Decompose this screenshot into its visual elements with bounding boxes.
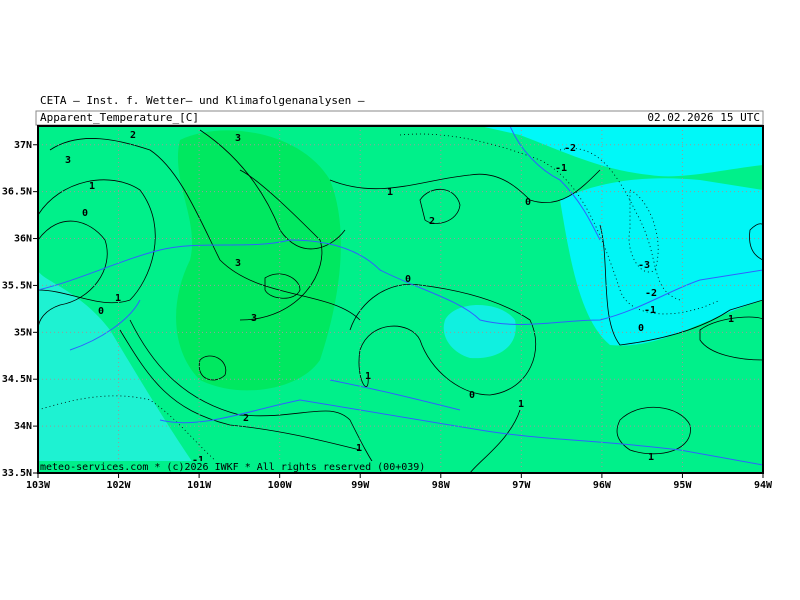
lat-label: 36N <box>14 234 32 245</box>
contour-label: -1 <box>644 305 656 316</box>
negative-contours <box>38 133 721 473</box>
contour-label: -3 <box>638 260 650 271</box>
lon-label: 101W <box>187 480 212 491</box>
contour-label: -1 <box>555 163 567 174</box>
contour-label: 3 <box>251 313 257 324</box>
lat-label: 35.5N <box>2 280 32 291</box>
lon-label: 102W <box>107 480 132 491</box>
contour-label: 1 <box>728 314 734 325</box>
contour-label: 0 <box>405 274 411 285</box>
contour-label: 1 <box>365 371 371 382</box>
lon-label: 99W <box>351 480 370 491</box>
field-cold <box>480 126 763 177</box>
map-frame <box>37 125 764 474</box>
contour-label: 1 <box>648 452 654 463</box>
contour-label: 2 <box>243 413 249 424</box>
lat-label: 34N <box>14 421 32 432</box>
contour-label: -2 <box>645 288 657 299</box>
lon-label: 96W <box>593 480 612 491</box>
contour-label: 1 <box>387 187 393 198</box>
field-warm <box>176 130 341 391</box>
lat-label: 37N <box>14 140 32 151</box>
lat-label: 34.5N <box>2 374 32 385</box>
contour-label: 3 <box>235 258 241 269</box>
lon-label: 98W <box>432 480 451 491</box>
contour <box>38 179 156 304</box>
contours <box>38 129 763 473</box>
contour-label: 0 <box>98 306 104 317</box>
contour-label: -2 <box>564 143 576 154</box>
credit-bg <box>38 461 408 473</box>
valid-time: 02.02.2026 15 UTC <box>647 111 760 124</box>
contour-label: 0 <box>469 390 475 401</box>
contour-label: 2 <box>130 130 136 141</box>
lat-label: 33.5N <box>2 468 32 479</box>
lon-label: 100W <box>268 480 293 491</box>
credit: meteo-services.com * (c)2026 IWKF * All … <box>40 462 425 473</box>
header-title: CETA — Inst. f. Wetter— und Klimafolgena… <box>40 94 365 107</box>
contour-label: 1 <box>115 293 121 304</box>
lat-label: 35N <box>14 327 32 338</box>
lon-label: 94W <box>754 480 773 491</box>
contour-label: 1 <box>89 181 95 192</box>
contour-label: 2 <box>429 216 435 227</box>
contour-label: 3 <box>65 155 71 166</box>
field-cool <box>443 305 516 359</box>
lon-label: 97W <box>512 480 531 491</box>
graticule <box>38 126 763 473</box>
contour-label: 3 <box>235 133 241 144</box>
lon-label: 103W <box>26 480 51 491</box>
contour-label: 0 <box>525 197 531 208</box>
field-cold <box>560 178 763 346</box>
contour-label: 0 <box>638 323 644 334</box>
contour-label: -1 <box>192 455 204 466</box>
axes: 103W 102W 101W 100W 99W 98W 97W 96W 95W 94W 37N 36.… <box>2 140 773 491</box>
lon-label: 95W <box>673 480 692 491</box>
variable-name: Apparent_Temperature_[C] <box>40 111 199 124</box>
contour-label: 0 <box>82 208 88 219</box>
lat-label: 36.5N <box>2 187 32 198</box>
contour-label: 1 <box>356 443 362 454</box>
contour-label: 1 <box>518 399 524 410</box>
field-mild <box>600 378 763 473</box>
